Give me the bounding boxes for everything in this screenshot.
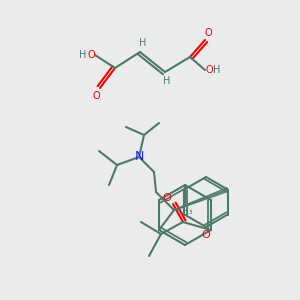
Text: O: O [202,230,210,240]
Text: O: O [204,28,212,38]
Text: H: H [79,50,87,60]
Text: O: O [205,65,213,75]
Text: O: O [92,91,100,101]
Text: O: O [163,193,171,203]
Text: CH₃: CH₃ [177,206,193,215]
Text: N: N [134,151,144,164]
Text: H: H [213,65,221,75]
Text: H: H [139,38,147,48]
Text: O: O [87,50,95,60]
Text: H: H [163,76,171,86]
